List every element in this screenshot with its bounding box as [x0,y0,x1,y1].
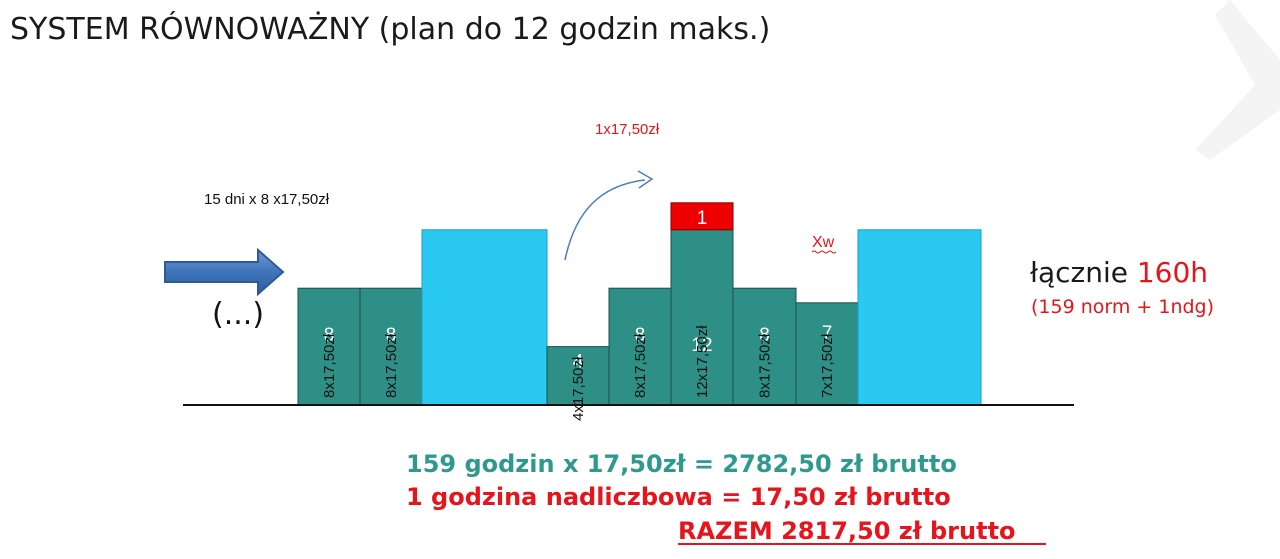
bar-rate-label: 8x17,50zł [632,333,649,398]
bar-rate-label: 8x17,50zł [383,333,400,398]
intro-label: 15 dni x 8 x17,50zł [204,191,330,208]
bar-hours-label: 8 [759,325,770,346]
total-breakdown: (159 norm + 1ndg) [1031,296,1214,318]
bar-hours-label: 8 [324,325,335,346]
bar-rate-label: 7x17,50zł [819,333,836,398]
bar-hours-label: 7 [822,323,833,344]
total-prefix: łącznie [1030,256,1137,289]
curved-arrow-icon [564,179,646,261]
day-off-bar [421,229,548,406]
total-value: 160h [1137,256,1208,289]
summary-line-regular: 159 godzin x 17,50zł = 2782,50 zł brutto [406,450,957,478]
bar-rate-label: 8x17,50zł [321,333,338,398]
xw-underline [811,250,837,254]
bar-rate-label: 8x17,50zł [757,333,774,398]
overtime-hours-label: 1 [697,208,708,229]
summary-line-overtime: 1 godzina nadliczbowa = 17,50 zł brutto [406,483,951,511]
bar-rate-label: 12x17,50zł [694,325,711,398]
bar-hours-label: 8 [635,325,646,346]
watermark-shape [1195,0,1280,160]
bar-hours-label: 8 [386,325,397,346]
xw-label: Xw [812,234,835,251]
intro-arrow-icon [164,247,285,297]
overtime-bar [670,202,734,231]
work-day-bar [359,287,423,406]
bar-hours-label: 12 [691,335,712,356]
work-day-bar [297,287,361,406]
summary-line-total: RAZEM 2817,50 zł brutto [678,517,1016,545]
total-hours: łącznie 160h [1030,256,1208,289]
bar-rate-label: 4x17,50zł [570,356,587,421]
bar-hours-label: 4 [573,352,584,373]
day-off-bar [857,229,982,406]
intro-ellipsis: (...) [212,297,264,332]
page-title: SYSTEM RÓWNOWAŻNY (plan do 12 godzin mak… [10,10,770,47]
curved-arrow-head-icon [637,170,654,189]
overtime-label: 1x17,50zł [595,121,660,138]
